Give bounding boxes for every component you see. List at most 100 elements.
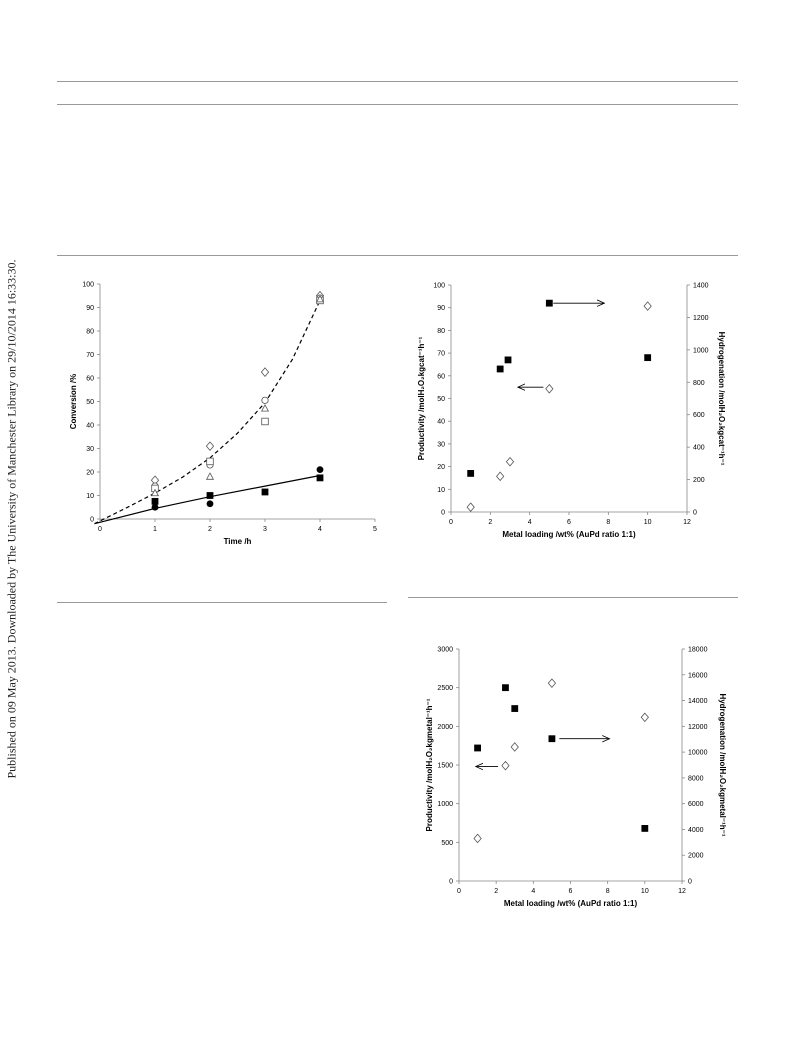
x-tick-label: 12 [678,888,686,895]
chart-2: 0 2 4 6 8 10 120102030405060708090100020040060… [417,283,726,540]
data-point-square-filled [545,299,553,307]
x-tick-label: 0 [449,519,453,526]
x-tick-label: 0 [98,526,102,533]
x-tick-label: 5 [373,526,377,533]
y2-tick-label: 14000 [688,698,708,705]
x-tick-label: 6 [567,519,571,526]
x-tick-label: 2 [488,519,492,526]
x-axis-title: Metal loading /wt% (AuPd ratio 1:1) [504,899,638,908]
y-tick-label: 1500 [437,763,453,770]
y-tick-label: 60 [437,373,445,380]
y-tick-label: 0 [90,517,94,524]
divider-top-2 [57,104,738,105]
data-point-square-filled [504,356,512,364]
y2-tick-label: 0 [688,879,692,886]
data-point-diamond-open [640,712,649,723]
y2-tick-label: 1000 [693,347,709,354]
x-tick-label: 4 [528,519,532,526]
y-tick-label: 1000 [437,801,453,808]
y2-tick-label: 2000 [688,853,704,860]
data-point-triangle-open [150,488,160,497]
x-tick-label: 8 [606,519,610,526]
y-tick-label: 500 [441,840,453,847]
data-point-square-filled [511,705,519,712]
data-point-square-open [261,417,269,426]
data-point-square-filled [496,365,504,373]
y2-tick-label: 8000 [688,775,704,782]
y-tick-label: 70 [86,352,94,359]
data-point-circle-filled [206,500,214,508]
y-tick-label: 30 [86,446,94,453]
y-tick-label: 2500 [437,685,453,692]
y-tick-label: 10 [86,493,94,500]
chart-3: 0 2 4 6 8 10 120500100015002000250030000200040… [425,647,727,909]
y2-tick-label: 18000 [688,647,708,654]
x-tick-label: 10 [641,888,649,895]
data-point-diamond-open [466,502,475,512]
data-point-diamond-open [501,760,510,771]
y2-tick-label: 16000 [688,672,708,679]
y-tick-label: 0 [441,510,445,517]
y-tick-label: 3000 [437,647,453,654]
y-tick-label: 50 [86,399,94,406]
y2-tick-label: 200 [693,477,705,484]
y-tick-label: 2000 [437,724,453,731]
x-tick-label: 8 [606,888,610,895]
x-tick-label: 4 [531,888,535,895]
y2-tick-label: 400 [693,445,705,452]
divider-top-1 [57,81,738,82]
data-point-square-filled [548,735,556,743]
data-point-diamond-open [547,678,557,688]
y2-axis-title: Hydrogenation /molH₂O₂kgmetal⁻¹h⁻¹ [718,693,727,836]
divider-right [408,597,738,598]
dashed-fit-line [94,300,321,525]
data-point-diamond-open [545,383,554,394]
y-tick-label: 70 [437,351,445,358]
y-tick-label: 90 [86,305,94,312]
data-point-square-open [206,457,214,466]
y-tick-label: 60 [86,376,94,383]
data-point-triangle-open [260,404,270,412]
x-tick-label: 0 [457,888,461,895]
y-tick-label: 80 [86,329,94,336]
y-tick-label: 50 [437,396,445,403]
y-axis-title: Productivity /molH₂O₂kgmetal⁻¹h⁻¹ [425,698,434,831]
y-tick-label: 80 [437,328,445,335]
data-point-square-filled [467,470,475,477]
divider-left [57,602,387,603]
data-point-circle-open [261,396,269,404]
divider-mid [57,255,738,256]
y-axis-title: Productivity /molH₂O₂kgcat⁻¹h⁻¹ [417,336,426,460]
data-point-triangle-open [205,472,215,480]
y-tick-label: 90 [437,305,445,312]
y2-tick-label: 1200 [693,315,709,322]
y-tick-label: 0 [449,879,453,886]
data-point-circle-filled [316,466,324,474]
data-point-square-filled [206,492,214,499]
x-tick-label: 1 [153,526,157,533]
x-tick-label: 4 [318,526,322,533]
data-point-circle-filled [151,503,159,511]
y-tick-label: 100 [433,283,445,290]
y-tick-label: 100 [82,282,94,289]
x-axis-title: Metal loading /wt% (AuPd ratio 1:1) [502,530,636,539]
y2-tick-label: 10000 [688,750,708,757]
y2-tick-label: 0 [693,510,697,517]
y2-tick-label: 1400 [693,283,709,290]
data-point-diamond-open [260,367,270,377]
data-point-square-filled [502,684,509,692]
x-tick-label: 2 [494,888,498,895]
data-point-square-filled [151,497,159,505]
data-point-diamond-open [205,441,215,451]
x-tick-label: 3 [263,526,267,533]
y2-tick-label: 4000 [688,827,704,834]
y2-tick-label: 6000 [688,801,704,808]
solid-fit-line [94,474,321,525]
x-tick-label: 2 [208,526,212,533]
y-axis-title: Conversion /% [69,374,78,430]
data-point-diamond-open [496,471,505,482]
data-point-square-filled [641,825,649,832]
y2-axis-title: Hydrogenation /molH₂O₂kgcat⁻¹h⁻¹ [717,332,726,466]
y-tick-label: 10 [437,487,445,494]
